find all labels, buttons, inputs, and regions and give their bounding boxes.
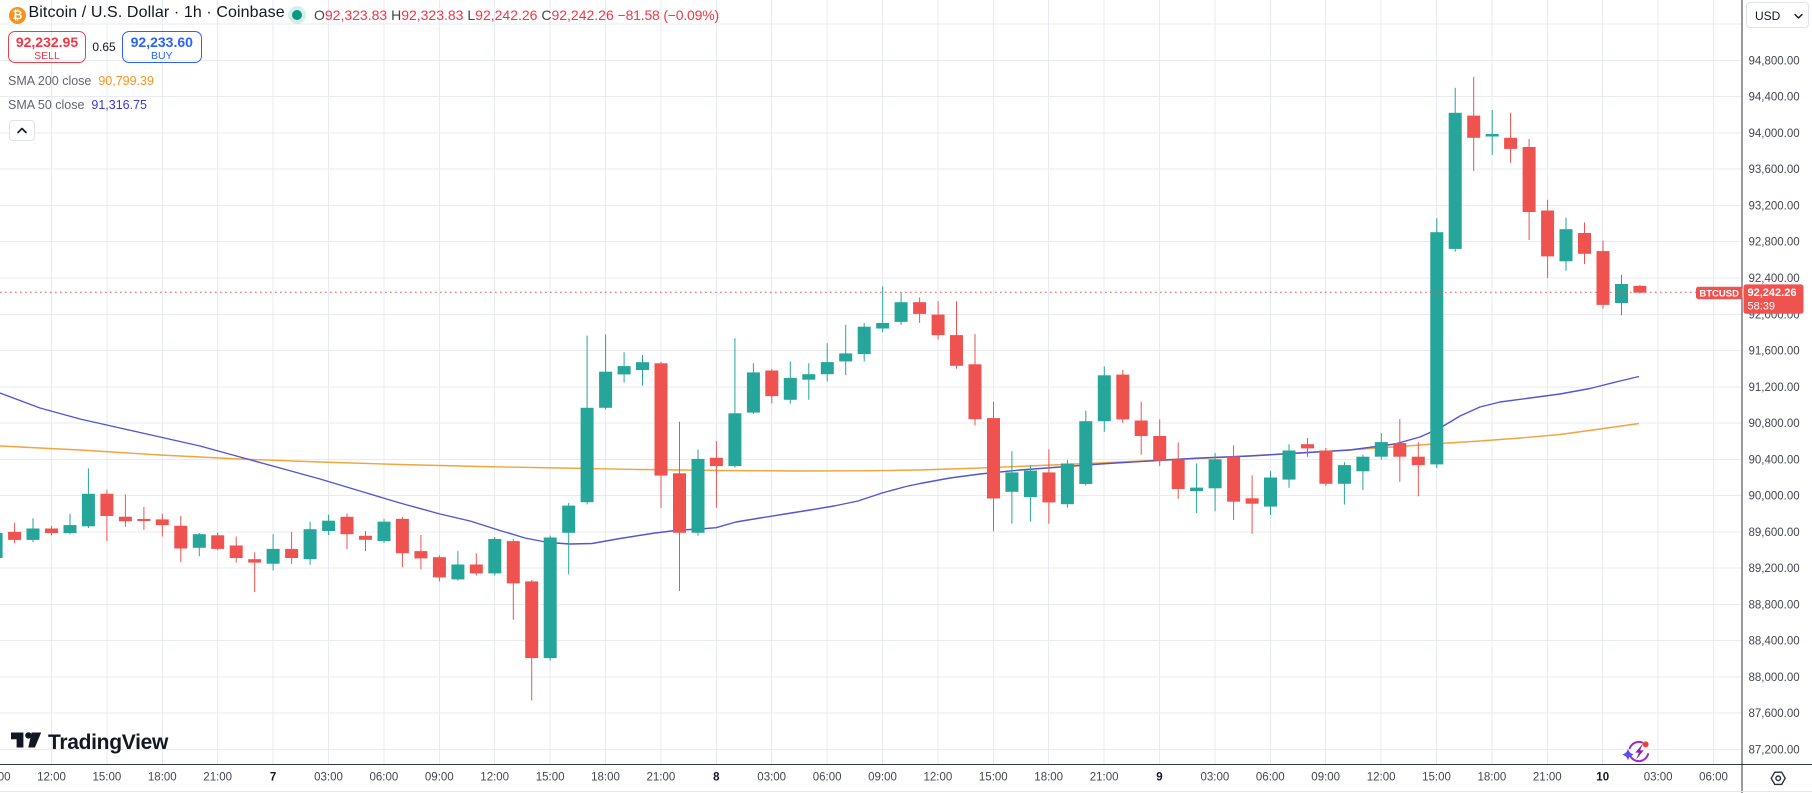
svg-text:93,600.00: 93,600.00	[1749, 164, 1800, 176]
svg-text:89,600.00: 89,600.00	[1749, 527, 1800, 539]
svg-text:87,200.00: 87,200.00	[1749, 745, 1800, 757]
svg-text:21:00: 21:00	[1090, 772, 1119, 784]
svg-text:92,400.00: 92,400.00	[1749, 273, 1800, 285]
svg-text:15:00: 15:00	[93, 772, 122, 784]
svg-text:15:00: 15:00	[979, 772, 1008, 784]
svg-text:03:00: 03:00	[314, 772, 343, 784]
svg-text:90,400.00: 90,400.00	[1749, 454, 1800, 466]
svg-text:58:39: 58:39	[1748, 300, 1776, 312]
svg-text:06:00: 06:00	[1699, 772, 1728, 784]
svg-text:94,000.00: 94,000.00	[1749, 128, 1800, 140]
svg-text:8: 8	[713, 772, 720, 784]
svg-text:9: 9	[1156, 772, 1162, 784]
svg-text:BTCUSD: BTCUSD	[1699, 288, 1739, 299]
svg-text:21:00: 21:00	[1533, 772, 1562, 784]
svg-text:21:00: 21:00	[203, 772, 232, 784]
svg-text:18:00: 18:00	[1478, 772, 1507, 784]
svg-text:88,000.00: 88,000.00	[1749, 672, 1800, 684]
svg-text:18:00: 18:00	[591, 772, 620, 784]
svg-text:88,800.00: 88,800.00	[1749, 599, 1800, 611]
svg-text:09:00: 09:00	[0, 772, 10, 784]
svg-text:88,400.00: 88,400.00	[1749, 636, 1800, 648]
svg-text:06:00: 06:00	[813, 772, 842, 784]
svg-text:91,200.00: 91,200.00	[1749, 382, 1800, 394]
svg-text:91,600.00: 91,600.00	[1749, 346, 1800, 358]
svg-text:90,800.00: 90,800.00	[1749, 418, 1800, 430]
svg-text:94,400.00: 94,400.00	[1749, 92, 1800, 104]
svg-text:03:00: 03:00	[757, 772, 786, 784]
svg-text:03:00: 03:00	[1644, 772, 1673, 784]
svg-text:12:00: 12:00	[924, 772, 953, 784]
svg-text:94,800.00: 94,800.00	[1749, 55, 1800, 67]
svg-text:15:00: 15:00	[536, 772, 565, 784]
svg-text:09:00: 09:00	[868, 772, 897, 784]
svg-text:18:00: 18:00	[1034, 772, 1063, 784]
svg-text:92,800.00: 92,800.00	[1749, 237, 1800, 249]
svg-text:15:00: 15:00	[1422, 772, 1451, 784]
svg-text:90,000.00: 90,000.00	[1749, 491, 1800, 503]
svg-text:09:00: 09:00	[1311, 772, 1340, 784]
svg-text:06:00: 06:00	[370, 772, 399, 784]
svg-text:87,600.00: 87,600.00	[1749, 708, 1800, 720]
svg-text:09:00: 09:00	[425, 772, 454, 784]
svg-text:18:00: 18:00	[148, 772, 177, 784]
svg-text:12:00: 12:00	[480, 772, 509, 784]
svg-text:93,200.00: 93,200.00	[1749, 201, 1800, 213]
svg-text:10: 10	[1596, 772, 1609, 784]
svg-text:06:00: 06:00	[1256, 772, 1285, 784]
svg-text:21:00: 21:00	[647, 772, 676, 784]
svg-text:89,200.00: 89,200.00	[1749, 563, 1800, 575]
svg-text:7: 7	[270, 772, 276, 784]
svg-text:12:00: 12:00	[37, 772, 66, 784]
svg-text:03:00: 03:00	[1201, 772, 1230, 784]
svg-text:12:00: 12:00	[1367, 772, 1396, 784]
svg-text:92,242.26: 92,242.26	[1748, 287, 1797, 299]
